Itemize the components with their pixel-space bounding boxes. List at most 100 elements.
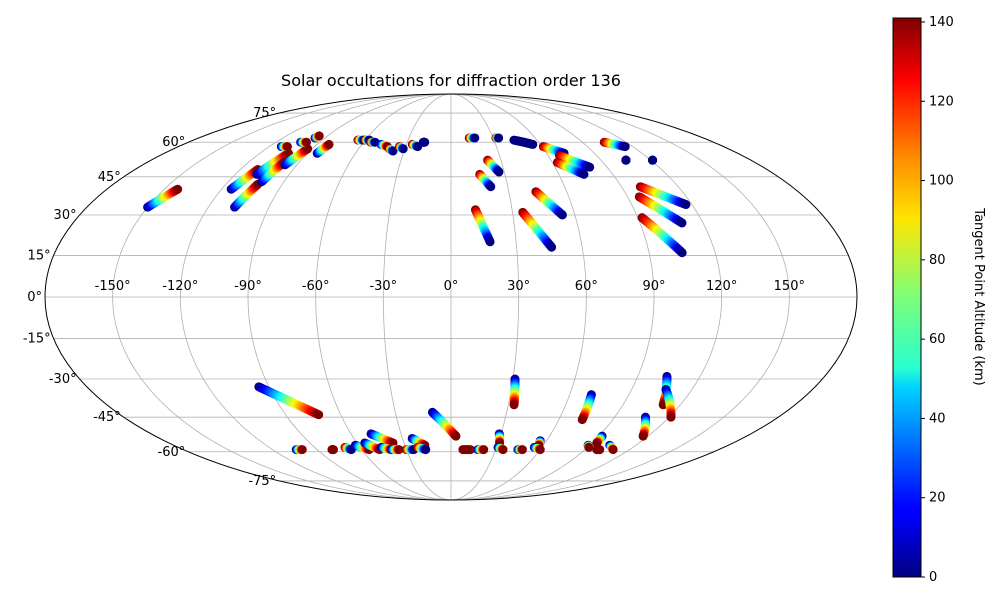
occultation-track bbox=[310, 131, 324, 143]
longitude-tick-label: 0° bbox=[444, 279, 459, 294]
colorbar-tick-label: 20 bbox=[929, 491, 946, 506]
occultation-track bbox=[327, 445, 338, 455]
data-point bbox=[621, 155, 631, 165]
occultation-track bbox=[638, 412, 651, 441]
data-point bbox=[314, 410, 324, 420]
colorbar-tick-label: 40 bbox=[929, 411, 946, 426]
occultation-track bbox=[599, 137, 630, 152]
latitude-tick-labels: 75° 60° 45° 30° 15° 0° -15° -30° -45° -60° -75° bbox=[23, 106, 276, 489]
data-point bbox=[666, 412, 676, 422]
occultation-track bbox=[513, 445, 527, 455]
data-point bbox=[638, 431, 648, 441]
data-point bbox=[470, 133, 480, 143]
data-point bbox=[620, 142, 630, 152]
data-point bbox=[681, 200, 691, 210]
colorbar-tick-label: 60 bbox=[929, 332, 946, 347]
data-point bbox=[494, 167, 504, 177]
latitude-tick-label: 75° bbox=[253, 106, 276, 121]
occultation-track bbox=[387, 445, 404, 455]
longitude-tick-label: -60° bbox=[302, 279, 330, 294]
occultation-track bbox=[291, 445, 307, 455]
data-point bbox=[608, 445, 618, 455]
occultation-track bbox=[143, 184, 183, 212]
occultation-track bbox=[634, 192, 687, 228]
data-point bbox=[677, 218, 687, 228]
data-point bbox=[509, 400, 519, 410]
colorbar-gradient bbox=[892, 17, 922, 578]
occultation-track bbox=[254, 382, 324, 420]
occultation-track bbox=[384, 144, 398, 156]
data-point bbox=[579, 169, 589, 179]
latitude-tick-label: 15° bbox=[28, 248, 51, 263]
latitude-tick-label: -30° bbox=[49, 372, 77, 387]
data-point bbox=[282, 142, 292, 152]
occultation-track bbox=[531, 187, 567, 220]
occultation-track bbox=[621, 155, 631, 165]
latitude-tick-label: -75° bbox=[248, 474, 276, 489]
occultation-track bbox=[296, 137, 311, 147]
occultation-track bbox=[230, 179, 263, 212]
chart-title: Solar occultations for diffraction order… bbox=[281, 71, 621, 90]
occultation-track bbox=[583, 440, 594, 452]
occultation-track bbox=[491, 133, 504, 143]
occultation-track bbox=[340, 442, 356, 455]
occultation-track bbox=[483, 155, 504, 177]
occultation-track bbox=[418, 137, 430, 147]
data-point bbox=[498, 445, 508, 455]
data-point bbox=[421, 445, 431, 455]
data-point bbox=[577, 415, 587, 425]
occultation-track bbox=[494, 429, 505, 448]
data-point bbox=[494, 133, 504, 143]
longitude-tick-label: -90° bbox=[234, 279, 262, 294]
data-point bbox=[585, 162, 595, 172]
occultation-track bbox=[280, 144, 313, 170]
occultation-track bbox=[661, 384, 676, 422]
data-point bbox=[314, 131, 324, 141]
data-point bbox=[394, 445, 404, 455]
data-point bbox=[535, 445, 545, 455]
data-point bbox=[528, 139, 538, 149]
occultation-track bbox=[637, 213, 687, 258]
data-point bbox=[677, 248, 687, 258]
colorbar-tick-label: 80 bbox=[929, 253, 946, 268]
longitude-tick-label: 120° bbox=[706, 279, 737, 294]
data-point bbox=[517, 445, 527, 455]
latitude-tick-label: 0° bbox=[27, 290, 42, 305]
occultation-track bbox=[458, 445, 475, 455]
occultation-track bbox=[464, 133, 480, 143]
occultation-track bbox=[635, 182, 691, 210]
latitude-tick-label: 60° bbox=[162, 135, 185, 150]
latitude-tick-label: -15° bbox=[23, 332, 51, 347]
data-point bbox=[451, 431, 461, 441]
longitude-tick-label: -150° bbox=[95, 279, 131, 294]
longitude-tick-label: -30° bbox=[369, 279, 397, 294]
data-point bbox=[595, 445, 605, 455]
latitude-tick-label: -60° bbox=[158, 445, 186, 460]
data-point bbox=[547, 242, 557, 252]
occultation-track bbox=[276, 142, 292, 152]
colorbar-tick-label: 100 bbox=[929, 174, 954, 189]
longitude-tick-label: 60° bbox=[575, 279, 598, 294]
occultation-track bbox=[366, 429, 398, 448]
latitude-tick-label: 30° bbox=[54, 208, 77, 223]
occultation-track bbox=[605, 440, 618, 455]
graticule bbox=[45, 94, 857, 500]
colorbar-tick-label: 0 bbox=[929, 570, 937, 585]
occultation-track bbox=[592, 445, 605, 455]
colorbar-label: Tangent Point Altitude (km) bbox=[971, 207, 986, 385]
occultation-track bbox=[529, 442, 545, 455]
occultation-track bbox=[257, 157, 289, 187]
occultation-track bbox=[519, 137, 538, 149]
data-point bbox=[479, 445, 489, 455]
occultation-track bbox=[312, 139, 334, 158]
occultation-track bbox=[473, 445, 489, 455]
longitude-tick-labels: -150° -120° -90° -60° -30° 0° 30° 60° 90° 120° 150… bbox=[95, 279, 805, 294]
latitude-tick-label: 45° bbox=[98, 170, 121, 185]
longitude-tick-label: -120° bbox=[162, 279, 198, 294]
occultation-track bbox=[413, 442, 431, 455]
occultation-track bbox=[648, 155, 658, 165]
occultation-tracks bbox=[143, 131, 691, 455]
occultation-track bbox=[407, 139, 423, 152]
occultation-track bbox=[475, 169, 496, 192]
